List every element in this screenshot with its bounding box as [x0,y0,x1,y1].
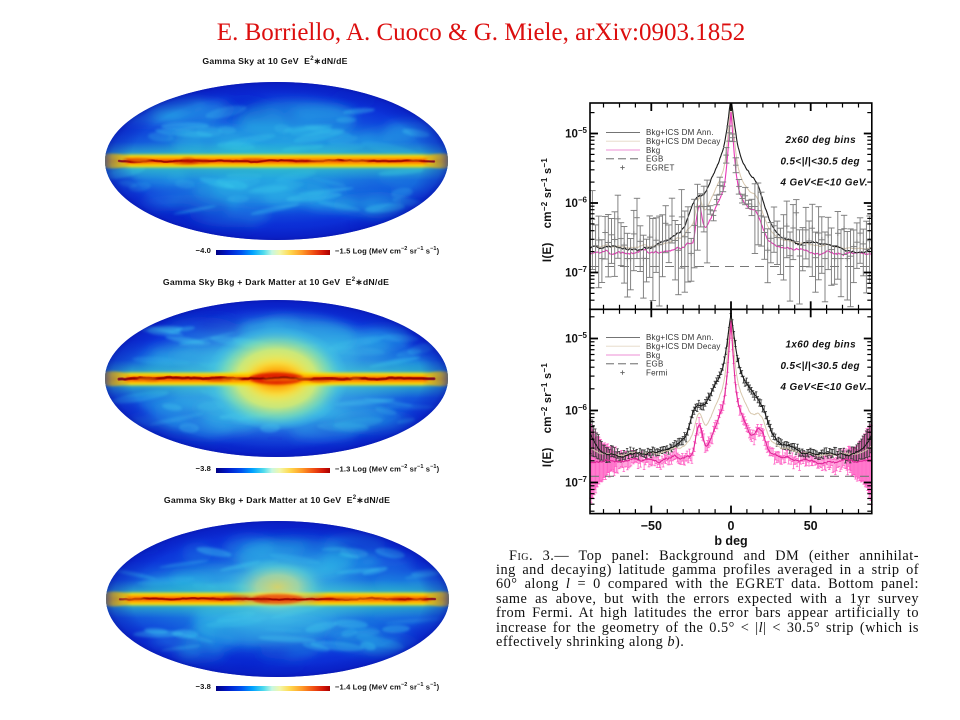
svg-text:10−5: 10−5 [565,126,587,141]
svg-text:EGB: EGB [646,360,664,369]
svg-text:Bkg+ICS DM Decay: Bkg+ICS DM Decay [646,137,721,146]
svg-text:10−6: 10−6 [565,196,587,211]
svg-text:EGRET: EGRET [646,163,675,172]
svg-text:Bkg: Bkg [646,146,660,155]
svg-text:Fermi: Fermi [646,368,667,377]
svg-text:Bkg+ICS DM Ann.: Bkg+ICS DM Ann. [646,333,714,342]
svg-text:b deg: b deg [714,534,747,548]
svg-text:I(E) cm−2 sr−1 s−1: I(E) cm−2 sr−1 s−1 [540,363,554,468]
svg-text:4 GeV<E<10 GeV.: 4 GeV<E<10 GeV. [780,177,868,188]
svg-text:2x60 deg bins: 2x60 deg bins [785,135,857,146]
svg-text:Bkg: Bkg [646,351,660,360]
svg-text:EGB: EGB [646,155,664,164]
svg-text:50: 50 [804,519,818,533]
svg-text:Bkg+ICS DM Ann.: Bkg+ICS DM Ann. [646,128,714,137]
svg-text:10−6: 10−6 [565,403,587,418]
svg-text:0: 0 [728,519,735,533]
svg-text:4 GeV<E<10 GeV.: 4 GeV<E<10 GeV. [780,382,868,393]
svg-text:Bkg+ICS DM Decay: Bkg+ICS DM Decay [646,342,721,351]
svg-text:−50: −50 [641,519,662,533]
svg-text:10−5: 10−5 [565,331,587,346]
svg-text:10−7: 10−7 [565,265,587,280]
svg-text:0.5<|l|<30.5 deg: 0.5<|l|<30.5 deg [781,156,860,167]
svg-text:I(E) cm−2 sr−1 s−1: I(E) cm−2 sr−1 s−1 [540,158,554,263]
svg-text:1x60 deg bins: 1x60 deg bins [786,340,857,351]
svg-text:10−7: 10−7 [565,475,587,490]
svg-text:0.5<|l|<30.5 deg: 0.5<|l|<30.5 deg [781,361,860,372]
